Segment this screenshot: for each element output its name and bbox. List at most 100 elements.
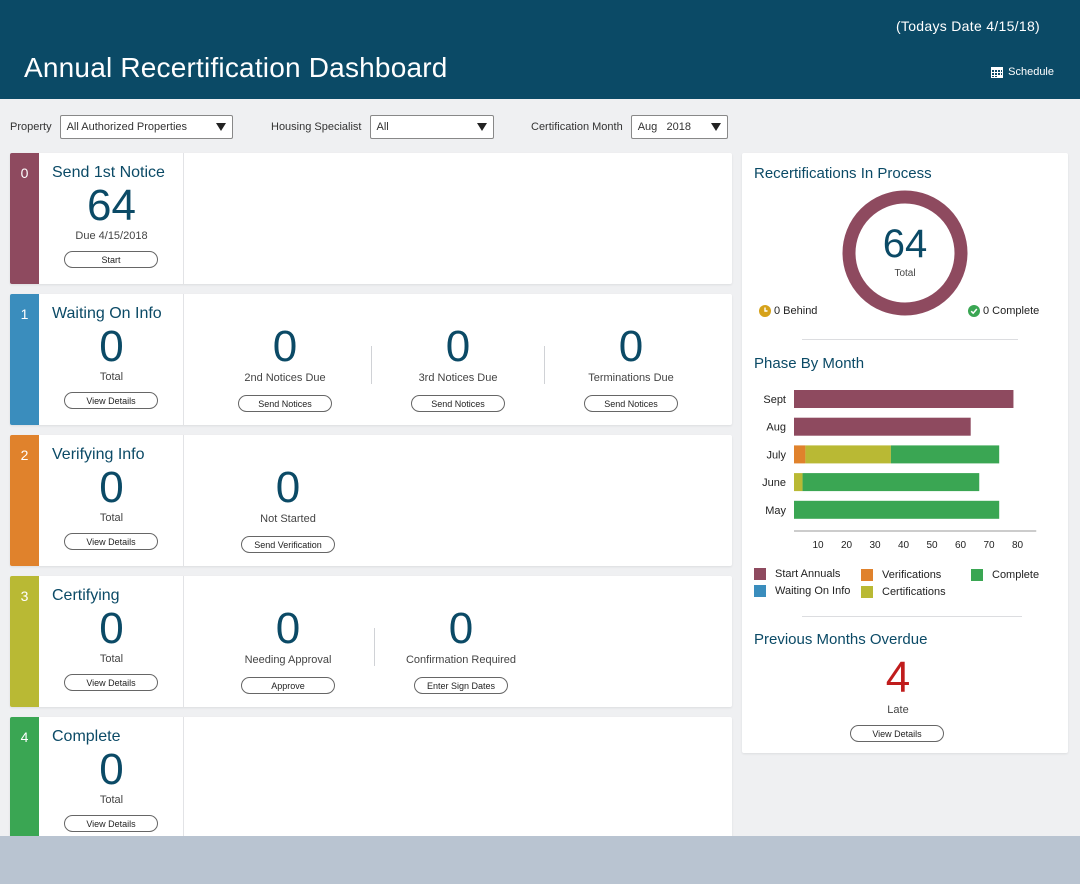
specialist-select[interactable]: All [369, 115, 494, 139]
category-label: July [766, 449, 786, 461]
x-tick-label: 80 [1012, 540, 1024, 551]
phase-title: Waiting On Info [52, 305, 162, 322]
bar-segment [890, 445, 1000, 464]
metric-terminations: 0 Terminations Due Send Notices [561, 294, 701, 425]
total-value: 64 [882, 222, 928, 266]
approve-button[interactable]: Approve [241, 677, 335, 694]
start-button[interactable]: Start [64, 251, 158, 268]
divider [802, 616, 1022, 617]
category-label: June [762, 477, 786, 489]
page-title: Annual Recertification Dashboard [24, 52, 448, 83]
category-label: May [765, 505, 786, 517]
bar-segment [794, 417, 971, 436]
divider [544, 346, 545, 384]
month-label: Certification Month [531, 121, 623, 133]
legend-label: Verifications [882, 569, 942, 581]
phase-index: 3 [10, 576, 39, 707]
send-notices-button[interactable]: Send Notices [584, 395, 678, 412]
metric-2nd-notices: 0 2nd Notices Due Send Notices [215, 294, 355, 425]
dropdown-arrow-icon [215, 123, 226, 131]
send-verification-button[interactable]: Send Verification [241, 536, 335, 553]
x-tick-label: 70 [983, 540, 995, 551]
phase-card-certifying: 3 Certifying 0 Total View Details 0 Need… [10, 576, 732, 707]
metric-value: 0 [275, 604, 301, 653]
phase-index: 1 [10, 294, 39, 425]
dropdown-arrow-icon [710, 123, 721, 131]
x-tick-label: 10 [812, 540, 824, 551]
metric-label: Not Started [260, 513, 316, 525]
send-notices-button[interactable]: Send Notices [411, 395, 505, 412]
behind-stat: 0 Behind [759, 305, 817, 317]
phase-index: 4 [10, 717, 39, 848]
enter-sign-dates-button[interactable]: Enter Sign Dates [414, 677, 508, 694]
send-notices-button[interactable]: Send Notices [238, 395, 332, 412]
view-details-button[interactable]: View Details [64, 674, 158, 691]
x-tick-label: 50 [926, 540, 938, 551]
metric-not-started: 0 Not Started Send Verification [218, 435, 358, 566]
legend-label: Complete [992, 569, 1040, 581]
schedule-link[interactable]: Schedule [991, 66, 1054, 78]
property-label: Property [10, 121, 52, 133]
view-details-button[interactable]: View Details [64, 392, 158, 409]
metric-value: 0 [445, 322, 471, 371]
behind-text: 0 Behind [774, 305, 818, 317]
legend-swatch [861, 586, 873, 598]
phase-summary: Waiting On Info 0 Total View Details [39, 294, 184, 425]
phase-title: Verifying Info [52, 446, 145, 463]
phase-index: 2 [10, 435, 39, 566]
category-label: Aug [766, 422, 786, 434]
divider [802, 339, 1018, 340]
phase-title: Send 1st Notice [52, 164, 165, 181]
chart-legend: Start Annuals Waiting On Info Verificati… [754, 568, 1064, 602]
month-select[interactable]: Aug 2018 [630, 115, 728, 139]
phase-sub: Total [99, 794, 124, 806]
schedule-label: Schedule [1008, 66, 1054, 78]
phase-details: 0 2nd Notices Due Send Notices 0 3rd Not… [184, 294, 732, 425]
check-circle-icon [968, 305, 980, 317]
phase-summary: Complete 0 Total View Details [39, 717, 184, 848]
overdue-value: 4 [885, 653, 911, 702]
phase-count: 0 [99, 604, 124, 653]
metric-value: 0 [448, 604, 474, 653]
page-footer [0, 836, 1080, 884]
phase-summary: Verifying Info 0 Total View Details [39, 435, 184, 566]
divider [371, 346, 372, 384]
view-details-button[interactable]: View Details [64, 815, 158, 832]
view-details-button[interactable]: View Details [64, 533, 158, 550]
filter-bar: Property All Authorized Properties Housi… [0, 115, 1080, 139]
legend-item: Complete [971, 569, 1039, 581]
bar-segment [805, 445, 891, 464]
bar-segment [794, 473, 803, 492]
legend-item: Certifications [861, 586, 946, 598]
phase-title: Complete [52, 728, 121, 745]
metric-label: 2nd Notices Due [244, 372, 326, 384]
metric-3rd-notices: 0 3rd Notices Due Send Notices [388, 294, 528, 425]
calendar-icon [991, 66, 1004, 78]
category-label: Sept [763, 394, 786, 406]
total-label: Total [894, 268, 916, 279]
phase-count: 0 [99, 322, 124, 371]
legend-swatch [861, 569, 873, 581]
x-tick-label: 60 [955, 540, 967, 551]
phase-by-month-title: Phase By Month [754, 355, 865, 372]
phase-count: 64 [87, 181, 136, 230]
phase-sub: Total [99, 512, 124, 524]
overdue-view-details-button[interactable]: View Details [850, 725, 944, 742]
phase-sub: Total [99, 371, 124, 383]
phase-card-verifying-info: 2 Verifying Info 0 Total View Details 0 … [10, 435, 732, 566]
property-select[interactable]: All Authorized Properties [59, 115, 233, 139]
x-tick-label: 30 [869, 540, 881, 551]
overdue-label: Late [887, 704, 909, 716]
metric-confirmation-required: 0 Confirmation Required Enter Sign Dates [391, 576, 531, 707]
x-tick-label: 20 [841, 540, 853, 551]
phase-card-complete: 4 Complete 0 Total View Details [10, 717, 732, 848]
total-donut-ring [842, 190, 968, 316]
phase-details: 0 Needing Approval Approve 0 Confirmatio… [184, 576, 732, 707]
phase-count: 0 [99, 745, 124, 794]
property-value: All Authorized Properties [66, 121, 188, 133]
phase-details: 0 Not Started Send Verification [184, 435, 732, 566]
metric-value: 0 [272, 322, 298, 371]
legend-swatch [971, 569, 983, 581]
todays-date: (Todays Date 4/15/18) [895, 18, 1040, 34]
legend-swatch [754, 568, 766, 580]
